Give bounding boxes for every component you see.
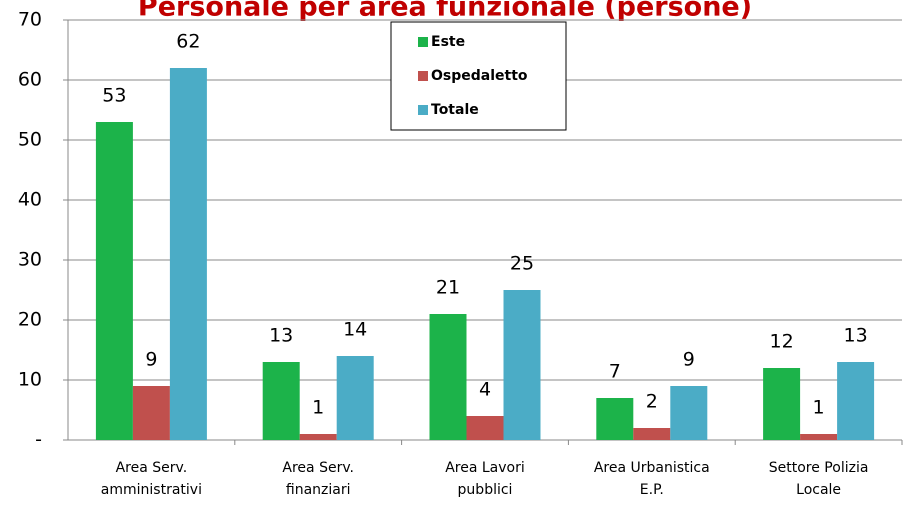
data-label: 12: [770, 331, 794, 353]
data-label: 4: [479, 379, 491, 401]
x-tick-label: finanziari: [286, 482, 351, 498]
y-tick-label: 50: [18, 129, 42, 151]
bar: [336, 356, 374, 440]
bar: [95, 122, 133, 440]
bar: [503, 290, 541, 440]
bar: [169, 68, 207, 440]
data-label: 9: [683, 349, 695, 371]
bar: [670, 386, 708, 440]
bar: [132, 386, 170, 440]
legend-label: Ospedaletto: [431, 68, 528, 84]
x-tick-label: Area Serv.: [282, 460, 354, 476]
data-label: 13: [269, 325, 293, 347]
y-tick-label: 10: [18, 369, 42, 391]
bar: [429, 314, 467, 440]
bar: [596, 398, 634, 440]
bar: [633, 428, 671, 440]
y-tick-label: 60: [18, 69, 42, 91]
data-label: 1: [312, 397, 324, 419]
y-tick-label: 30: [18, 249, 42, 271]
chart-title: Personale per area funzionale (persone): [138, 0, 752, 23]
legend-swatch: [418, 105, 428, 115]
data-label: 25: [510, 253, 534, 275]
x-tick-label: E.P.: [640, 482, 664, 498]
x-tick-label: pubblici: [458, 482, 513, 498]
x-tick-label: Area Lavori: [445, 460, 525, 476]
bar: [837, 362, 875, 440]
x-tick-label: Settore Polizia: [769, 460, 869, 476]
bar: [800, 434, 838, 440]
y-tick-label: 70: [18, 9, 42, 31]
x-tick-label: Locale: [796, 482, 841, 498]
bar: [466, 416, 504, 440]
legend-swatch: [418, 37, 428, 47]
x-tick-label: Area Serv.: [116, 460, 188, 476]
y-tick-label: 20: [18, 309, 42, 331]
data-label: 21: [436, 277, 460, 299]
data-label: 2: [646, 391, 658, 413]
data-label: 14: [343, 319, 367, 341]
legend-label: Totale: [431, 102, 479, 118]
data-label: 62: [176, 31, 200, 53]
legend-swatch: [418, 71, 428, 81]
data-label: 1: [813, 397, 825, 419]
bar: [763, 368, 801, 440]
data-label: 53: [102, 85, 126, 107]
data-label: 7: [609, 361, 621, 383]
x-tick-label: amministrativi: [101, 482, 202, 498]
y-tick-label: -: [35, 429, 42, 451]
y-tick-label: 40: [18, 189, 42, 211]
bar: [299, 434, 337, 440]
legend-label: Este: [431, 34, 465, 50]
data-label: 9: [145, 349, 157, 371]
bar: [262, 362, 300, 440]
x-tick-label: Area Urbanistica: [594, 460, 710, 476]
data-label: 13: [844, 325, 868, 347]
